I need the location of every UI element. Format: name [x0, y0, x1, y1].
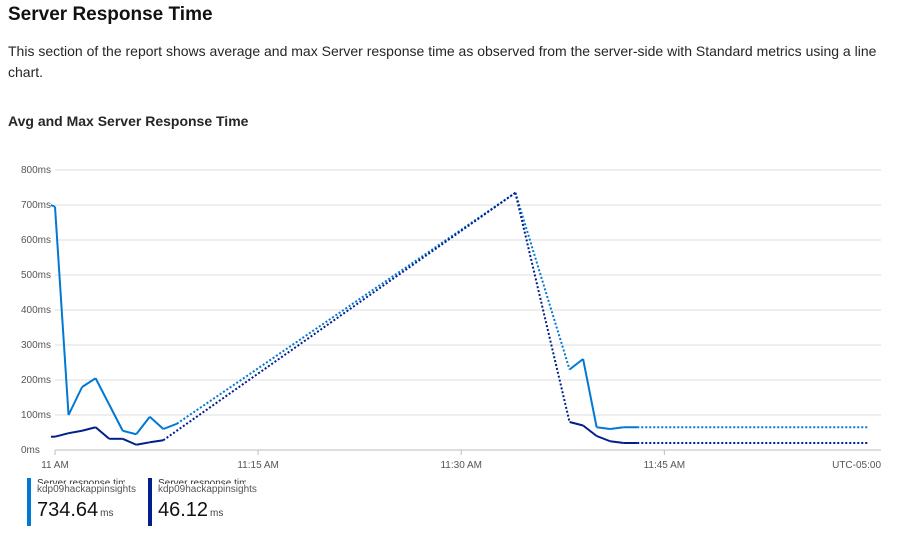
avg-series-segment	[568, 358, 584, 371]
legend-unit: ms	[100, 508, 114, 519]
avg-series-segment	[108, 404, 124, 432]
legend-color-swatch	[27, 478, 31, 526]
legend-value: 46.12	[157, 499, 209, 521]
x-tick-label: 11:45 AM	[644, 460, 686, 471]
legend-unit: ms	[210, 508, 224, 519]
y-tick-label: 400ms	[21, 305, 51, 316]
x-tick-label: 11 AM	[41, 460, 69, 471]
legend-item-avg[interactable]: Server response time... kdp09hackappinsi…	[27, 478, 136, 526]
avg-series-segment	[94, 377, 111, 405]
avg-series-segment	[582, 358, 598, 428]
line-chart: 0ms 100ms 200ms 300ms 400ms 500ms 600ms 700ms 80…	[21, 165, 881, 471]
avg-series-segment	[54, 206, 70, 416]
avg-series-segment	[135, 416, 151, 435]
section-description: This section of the report shows average…	[8, 43, 877, 80]
max-series-segment	[582, 424, 598, 437]
y-tick-label: 600ms	[21, 235, 51, 246]
max-series-segment	[68, 429, 83, 435]
max-series-segment	[149, 439, 164, 444]
legend-text: Server response time... kdp09hackappinsi…	[37, 478, 136, 526]
y-tick-label: 500ms	[21, 270, 51, 281]
legend-value: 734.64	[37, 499, 99, 521]
legend-series-name: Server response time...	[157, 478, 246, 484]
avg-series-segment	[596, 426, 611, 430]
y-tick-label: 200ms	[21, 375, 51, 386]
y-tick-label: 0ms	[21, 445, 40, 456]
avg-series-segment	[81, 377, 97, 388]
max-series-segment	[596, 435, 611, 443]
y-tick-label: 100ms	[21, 410, 51, 421]
max-series-segment	[610, 440, 624, 444]
legend-item-max[interactable]: Server response time... kdp09hackappinsi…	[147, 478, 257, 526]
x-tick-label: 11:30 AM	[440, 460, 482, 471]
x-tick-label: 11:15 AM	[237, 460, 279, 471]
avg-series-segment	[176, 191, 516, 425]
timezone-label: UTC-05:00	[832, 460, 881, 471]
legend-value-row: 734.64 ms	[37, 498, 136, 526]
avg-series-segment	[149, 416, 164, 430]
max-series-segment	[122, 437, 137, 446]
max-series-segment	[514, 192, 571, 423]
avg-series-segment	[67, 386, 83, 416]
legend-series-name: Server response time...	[37, 478, 125, 484]
avg-series-segment	[514, 192, 571, 370]
avg-series-segment	[50, 204, 56, 208]
legend-resource: kdp09hackappinsights	[37, 484, 136, 495]
y-tick-label: 800ms	[21, 165, 51, 176]
legend-color-swatch	[147, 478, 152, 526]
max-series-segment	[81, 426, 96, 432]
section-title: Server Response Time	[8, 4, 213, 25]
y-tick-label: 300ms	[21, 340, 51, 351]
legend-resource: kdp09hackappinsights	[157, 484, 257, 495]
max-series-segment	[54, 432, 69, 438]
legend-value-row: 46.12 ms	[158, 498, 257, 526]
max-series-segment	[162, 191, 516, 442]
max-series-segment	[94, 426, 110, 440]
y-tick-label: 700ms	[21, 200, 51, 211]
legend-text: Server response time... kdp09hackappinsi…	[158, 478, 257, 526]
chart-legend: Server response time... kdp09hackappinsi…	[27, 478, 257, 526]
max-series-segment	[136, 441, 150, 446]
avg-series-segment	[610, 426, 624, 430]
avg-series-segment	[122, 429, 137, 436]
max-series-segment	[569, 421, 584, 427]
chart-title: Avg and Max Server Response Time	[8, 113, 249, 129]
avg-series-segment	[162, 422, 178, 430]
